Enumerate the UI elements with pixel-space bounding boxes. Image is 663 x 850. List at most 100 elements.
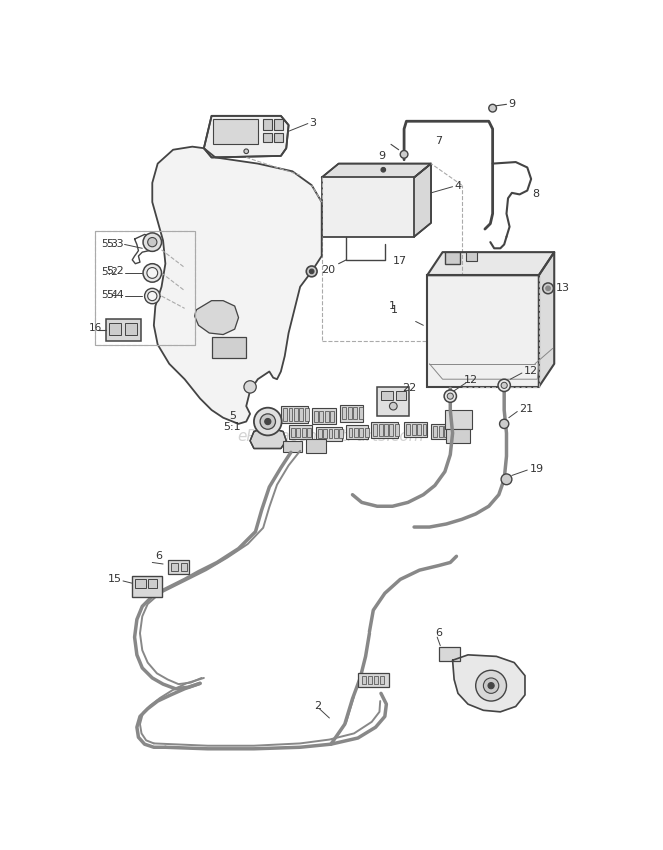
Bar: [318, 429, 322, 439]
Circle shape: [310, 269, 314, 274]
Bar: [365, 428, 369, 437]
Bar: [373, 424, 377, 436]
Bar: [95, 231, 196, 345]
Text: 5:4: 5:4: [106, 290, 124, 299]
Text: 12: 12: [463, 375, 477, 385]
Text: 9: 9: [508, 99, 515, 110]
Bar: [302, 428, 306, 437]
Bar: [465, 252, 477, 262]
Bar: [404, 422, 427, 437]
Text: 5:1: 5:1: [223, 422, 241, 432]
Text: 15: 15: [107, 574, 121, 584]
Bar: [362, 677, 365, 684]
Bar: [346, 425, 368, 439]
Text: 5: 5: [229, 411, 236, 421]
Circle shape: [306, 266, 317, 277]
Bar: [368, 677, 372, 684]
Polygon shape: [322, 163, 431, 178]
Bar: [395, 424, 398, 436]
Text: 6: 6: [435, 628, 442, 638]
Text: 20: 20: [321, 265, 335, 275]
Bar: [381, 391, 392, 400]
Bar: [359, 407, 363, 419]
Bar: [348, 407, 352, 419]
Bar: [274, 133, 283, 142]
Circle shape: [148, 237, 157, 246]
Text: 5:4: 5:4: [101, 290, 119, 300]
Circle shape: [475, 671, 507, 701]
Text: 6: 6: [155, 552, 162, 561]
Circle shape: [148, 292, 157, 301]
Bar: [263, 133, 272, 142]
Circle shape: [389, 402, 397, 410]
Bar: [343, 407, 346, 419]
Circle shape: [381, 167, 386, 172]
Bar: [300, 409, 303, 421]
Polygon shape: [195, 301, 239, 335]
Bar: [125, 323, 137, 335]
Bar: [211, 337, 246, 359]
Bar: [325, 411, 329, 422]
Circle shape: [488, 683, 494, 689]
Text: 1: 1: [391, 305, 398, 314]
Bar: [374, 677, 378, 684]
Circle shape: [483, 678, 499, 694]
Text: 5:2: 5:2: [101, 267, 119, 277]
Bar: [417, 424, 421, 434]
Polygon shape: [414, 163, 431, 237]
Bar: [181, 564, 187, 571]
Text: 1: 1: [389, 301, 396, 311]
Circle shape: [143, 264, 162, 282]
Bar: [339, 429, 343, 439]
Bar: [330, 411, 334, 422]
Bar: [377, 387, 410, 416]
Bar: [296, 428, 300, 437]
Bar: [431, 424, 455, 439]
Text: 2: 2: [314, 700, 321, 711]
Bar: [445, 252, 460, 264]
Circle shape: [265, 418, 271, 425]
Bar: [281, 406, 308, 423]
Bar: [168, 560, 189, 574]
Bar: [445, 410, 472, 429]
Bar: [380, 677, 384, 684]
Polygon shape: [250, 429, 286, 449]
Polygon shape: [204, 116, 288, 157]
Bar: [148, 579, 157, 588]
Text: 3: 3: [310, 118, 316, 127]
Bar: [384, 424, 388, 436]
Bar: [444, 426, 448, 437]
Bar: [406, 424, 410, 434]
Circle shape: [543, 283, 554, 294]
Circle shape: [260, 414, 276, 429]
Bar: [422, 424, 426, 434]
Circle shape: [448, 393, 453, 400]
Bar: [353, 407, 357, 419]
Bar: [324, 429, 327, 439]
Text: 5:3: 5:3: [101, 239, 119, 249]
Bar: [95, 231, 196, 345]
Bar: [171, 564, 178, 571]
Bar: [274, 119, 283, 130]
Bar: [359, 428, 363, 437]
Text: 13: 13: [556, 282, 570, 292]
Text: 7: 7: [435, 135, 442, 145]
Bar: [316, 427, 343, 441]
Circle shape: [501, 474, 512, 484]
Text: 12: 12: [523, 366, 538, 376]
Bar: [371, 422, 398, 439]
Bar: [263, 119, 272, 130]
Circle shape: [546, 286, 550, 291]
Bar: [283, 409, 287, 421]
Circle shape: [145, 288, 160, 303]
Bar: [389, 424, 393, 436]
Circle shape: [400, 150, 408, 158]
Circle shape: [489, 105, 497, 112]
Bar: [358, 673, 389, 687]
Bar: [450, 426, 453, 437]
Polygon shape: [453, 654, 525, 711]
Bar: [288, 425, 312, 439]
Bar: [320, 411, 324, 422]
Bar: [354, 428, 358, 437]
Bar: [427, 275, 539, 387]
